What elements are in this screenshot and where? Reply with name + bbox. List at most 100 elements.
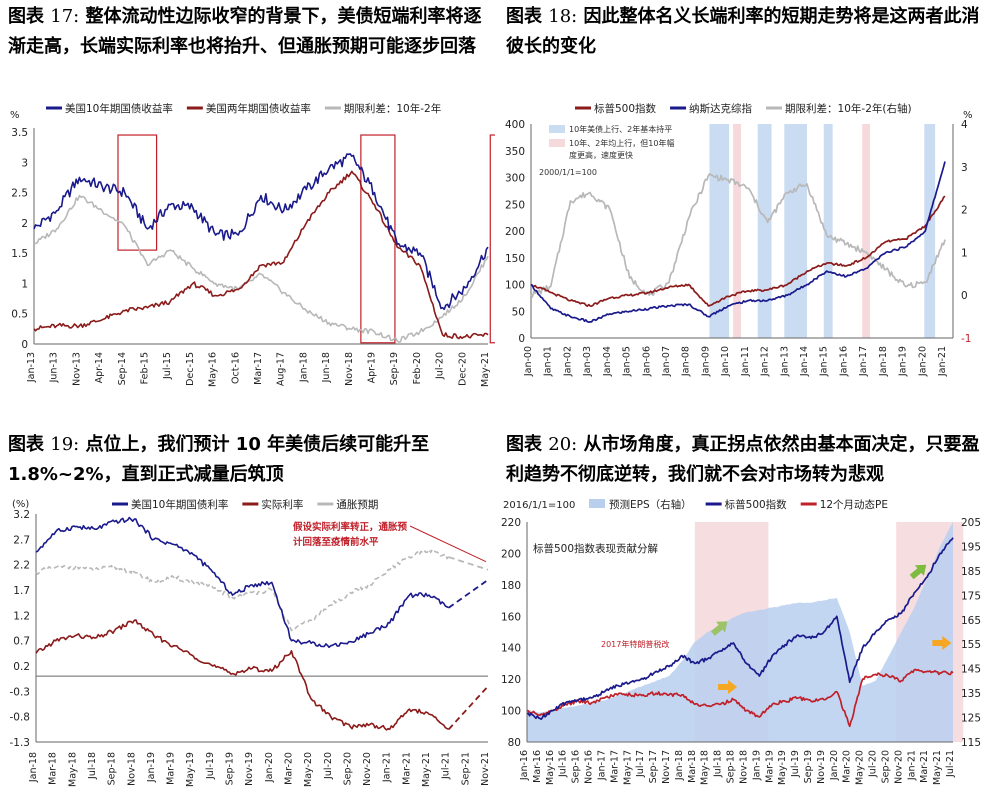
figure-19-number: 19: xyxy=(50,434,80,455)
chart20-y2-tick-label-8: 195 xyxy=(961,541,981,553)
chart18-x-tick-label-19: Jan-19 xyxy=(898,346,909,377)
figure-17-title: 图表 17: 整体流动性边际收窄的背景下，美债短端利率将逐渐走高，长端实际利率也… xyxy=(8,2,493,62)
chart20-x-tick-label-32: May-21 xyxy=(932,750,943,785)
chart20-x-tick-label-6: Jan-17 xyxy=(596,750,607,781)
chart20-x-tick-label-21: Jul-19 xyxy=(790,750,801,778)
chart17-x-tick-label-2: Nov-13 xyxy=(71,352,82,386)
chart18-blue-shade-4 xyxy=(924,124,936,338)
chart19-x-tick-label-18: Jan-21 xyxy=(382,752,393,783)
chart20-y2-tick-label-2: 135 xyxy=(961,688,981,700)
chart19-x-tick-label-16: Sep-20 xyxy=(342,752,353,785)
chart18-y2-tick-label-1: 0 xyxy=(961,290,968,302)
chart17-legend-label-1: 美国两年期国债收益率 xyxy=(206,102,311,115)
figure-18-prefix: 图表 xyxy=(506,6,542,27)
chart19-y-axis-label: (%) xyxy=(12,499,29,510)
chart18-y-tick-label-6: 300 xyxy=(505,173,525,185)
chart20-arrow-up-green-2 xyxy=(909,564,927,580)
chart17-highlight-box-0 xyxy=(117,134,158,251)
chart17-highlight-box-2 xyxy=(489,134,495,344)
figure-17-number: 17: xyxy=(50,6,80,27)
chart17-y-tick-label-4: 2 xyxy=(21,218,28,230)
chart20-legend-swatch-0 xyxy=(589,499,605,508)
chart17-y-tick-label-3: 1.5 xyxy=(11,248,28,260)
chart17-y-axis-label: % xyxy=(10,110,20,121)
chart20-x-tick-label-18: Jan-19 xyxy=(751,750,762,781)
chart20-y2-tick-label-7: 185 xyxy=(961,566,981,578)
chart18-x-tick-label-4: Jan-04 xyxy=(602,346,613,377)
chart18-y2-tick-label-0: -1 xyxy=(961,333,971,345)
chart20-y-tick-label-1: 100 xyxy=(501,706,521,718)
chart18-x-tick-label-6: Jan-06 xyxy=(641,346,652,377)
chart18-y-tick-label-7: 350 xyxy=(505,146,525,158)
chart18-base-note: 2000/1/1=100 xyxy=(539,168,597,177)
chart18-series-line-0 xyxy=(530,195,946,308)
chart18-y2-tick-label-4: 3 xyxy=(961,162,968,174)
chart18-y-tick-label-8: 400 xyxy=(505,119,525,131)
chart18-x-tick-label-14: Jan-14 xyxy=(799,346,810,377)
chart20-x-tick-label-23: Nov-19 xyxy=(816,750,827,784)
chart19-y-tick-label-0: 3.2 xyxy=(13,509,30,521)
chart17-x-tick-label-1: Jun-13 xyxy=(49,352,60,383)
chart20-arrow-up-green-2-shape xyxy=(909,564,927,580)
chart18-note-swatch-pink xyxy=(549,139,565,147)
chart19-y-tick-label-8: -0.8 xyxy=(10,712,31,724)
figure-18-number: 18: xyxy=(548,6,578,27)
chart20-subtitle: 标普500指数表现贡献分解 xyxy=(533,542,659,555)
chart19-x-tick-label-4: Sep-18 xyxy=(107,752,118,785)
chart17-x-tick-label-13: Jun-18 xyxy=(321,352,332,383)
chart18-x-tick-label-15: Jan-15 xyxy=(819,346,830,377)
chart17-y-tick-label-5: 2.5 xyxy=(11,188,28,200)
chart17-x-tick-label-5: Feb-15 xyxy=(140,352,151,384)
chart17-x-tick-label-17: Feb-20 xyxy=(412,352,423,384)
chart18-x-tick-label-16: Jan-16 xyxy=(838,346,849,377)
chart20-x-tick-label-2: May-16 xyxy=(545,750,556,785)
chart19-x-tick-label-8: May-19 xyxy=(185,752,196,787)
chart18-series-line-1 xyxy=(530,161,946,323)
chart20-legend-label-1: 标普500指数 xyxy=(725,498,788,511)
chart18-pink-shade-0 xyxy=(733,124,741,338)
chart20-base-note: 2016/1/1=100 xyxy=(503,500,575,511)
chart17-x-tick-label-10: Mar-17 xyxy=(253,352,264,385)
chart18-y2-tick-label-5: 4 xyxy=(961,119,968,131)
chart19-forecast-ten-year xyxy=(448,579,489,609)
chart20-arrow-right-orange-1-shape xyxy=(718,680,738,694)
chart19-forecast-real-rate xyxy=(448,685,489,730)
chart17-series-line-2 xyxy=(33,194,489,343)
chart18-x-tick-label-12: Jan-12 xyxy=(760,346,771,377)
chart18-x-tick-label-17: Jan-17 xyxy=(858,346,869,377)
chart18-x-tick-label-9: Jan-09 xyxy=(700,346,711,377)
chart18-x-tick-label-18: Jan-18 xyxy=(878,346,889,377)
chart19-y-tick-label-4: 1.2 xyxy=(13,610,30,622)
chart18-x-tick-label-20: Jan-20 xyxy=(917,346,928,377)
chart17-x-tick-label-8: May-16 xyxy=(208,352,219,387)
chart18-legend-label-0: 标普500指数 xyxy=(594,102,657,115)
chart20-y2-tick-label-4: 155 xyxy=(961,639,981,651)
chart18-y2-axis-label: % xyxy=(963,110,973,121)
chart20-y-tick-label-6: 200 xyxy=(501,548,521,560)
chart18-y-tick-label-1: 50 xyxy=(512,306,525,318)
chart20-y-tick-label-0: 80 xyxy=(508,737,521,749)
chart18-x-tick-label-11: Jan-11 xyxy=(740,346,751,377)
chart17-y-tick-label-1: 0.5 xyxy=(11,309,28,321)
chart18-pink-shade-1 xyxy=(862,124,871,338)
chart19-y-tick-label-1: 2.7 xyxy=(13,534,30,546)
chart18-x-tick-label-5: Jan-05 xyxy=(622,346,633,377)
chart20-x-tick-label-33: Jul-21 xyxy=(945,750,956,778)
chart18-y-tick-label-0: 0 xyxy=(518,333,525,345)
chart20-y2-tick-label-5: 165 xyxy=(961,615,981,627)
chart18-legend-label-1: 纳斯达克综指 xyxy=(689,102,752,115)
chart17-x-tick-label-11: Aug-17 xyxy=(276,352,287,386)
chart20-arrow-up-green-1-shape xyxy=(710,621,728,636)
chart19-x-tick-label-9: Jul-19 xyxy=(205,752,216,780)
chart20-x-tick-label-26: May-20 xyxy=(855,750,866,785)
chart17-y-tick-label-0: 0 xyxy=(21,339,28,351)
chart19-y-tick-label-5: 0.7 xyxy=(13,636,30,648)
figure-20-text: 从市场角度，真正拐点依然由基本面决定，只要盈利趋势不彻底逆转，我们就不会对市场转… xyxy=(506,434,980,485)
chart17-x-tick-label-19: Dec-20 xyxy=(457,352,468,386)
figure-19-text: 点位上，我们预计 10 年美债后续可能升至 1.8%~2%，直到正式减量后筑顶 xyxy=(8,434,430,485)
chart18-x-tick-label-8: Jan-08 xyxy=(681,346,692,377)
chart20-legend-label-2: 12个月动态PE xyxy=(820,498,888,511)
chart17-x-tick-label-14: Nov-18 xyxy=(344,352,355,386)
chart20-y-tick-label-2: 120 xyxy=(501,674,521,686)
chart-20: 2016/1/1=100 预测EPS（右轴） 标普500指数 12个月动态PE 标普50… xyxy=(501,498,981,785)
